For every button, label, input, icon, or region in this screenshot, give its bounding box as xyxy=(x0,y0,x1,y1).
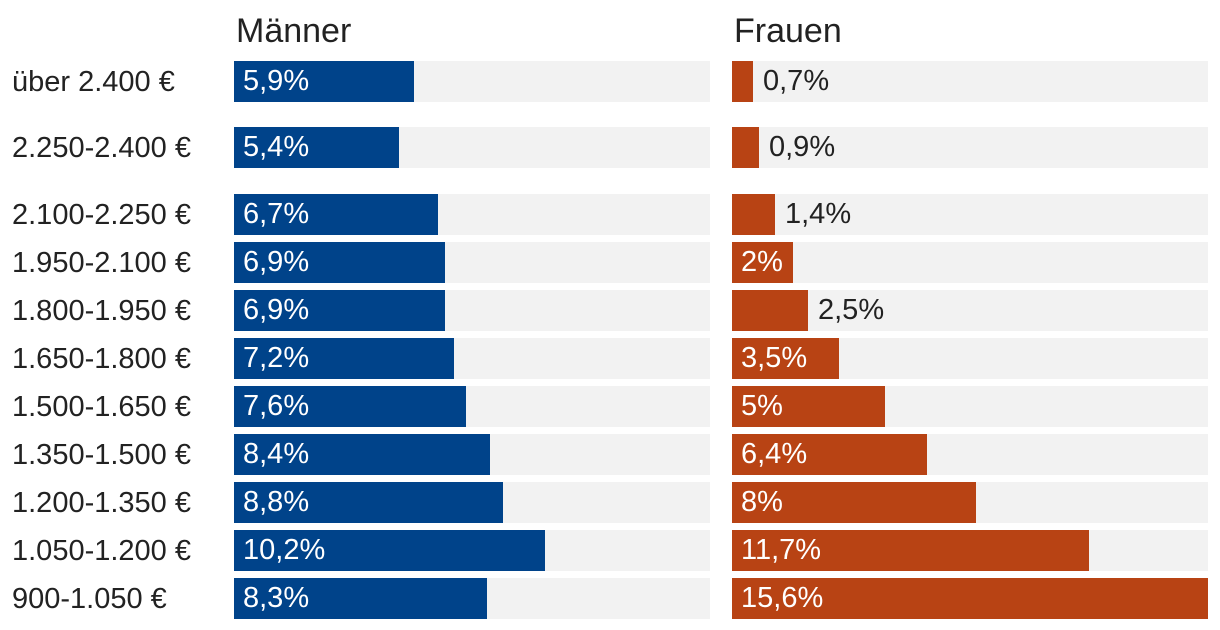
data-label: 8% xyxy=(741,486,783,518)
bar-track: 2% xyxy=(732,242,1208,283)
bar-maenner xyxy=(234,482,503,523)
bar-frauen xyxy=(732,386,885,427)
bar-maenner xyxy=(234,242,445,283)
bar-maenner xyxy=(234,386,466,427)
bar-track: 3,5% xyxy=(732,338,1208,379)
data-label: 6,9% xyxy=(243,246,310,278)
data-label: 3,5% xyxy=(741,342,808,374)
category-label: 900-1.050 € xyxy=(12,582,167,615)
data-label: 15,6% xyxy=(741,582,824,614)
bar-maenner xyxy=(234,434,490,475)
category-label: 2.100-2.250 € xyxy=(12,198,191,231)
category-label: über 2.400 € xyxy=(12,65,175,98)
category-label: 1.050-1.200 € xyxy=(12,534,191,567)
category-label: 1.950-2.100 € xyxy=(12,246,191,279)
bar-track: 0,7% xyxy=(732,61,1208,102)
panel-title-frauen: Frauen xyxy=(734,12,842,50)
data-label: 10,2% xyxy=(243,534,326,566)
bar-track: 8,3% xyxy=(234,578,710,619)
bar-maenner xyxy=(234,194,438,235)
bar-maenner xyxy=(234,127,399,168)
bar-track: 0,9% xyxy=(732,127,1208,168)
category-label: 1.800-1.950 € xyxy=(12,294,191,327)
data-label: 7,2% xyxy=(243,342,310,374)
data-label: 5,9% xyxy=(243,65,310,97)
bar-track: 8,4% xyxy=(234,434,710,475)
bar-maenner xyxy=(234,290,445,331)
bar-frauen xyxy=(732,242,793,283)
bar-track: 10,2% xyxy=(234,530,710,571)
data-label: 0,7% xyxy=(763,65,830,97)
data-label: 1,4% xyxy=(785,198,852,230)
data-label: 2,5% xyxy=(818,294,885,326)
bar-frauen xyxy=(732,61,753,102)
bar-frauen xyxy=(732,127,759,168)
bar-track: 6,9% xyxy=(234,290,710,331)
bar-maenner xyxy=(234,530,545,571)
bar-track: 8% xyxy=(732,482,1208,523)
bar-track: 5,9% xyxy=(234,61,710,102)
data-label: 8,8% xyxy=(243,486,310,518)
bar-maenner xyxy=(234,338,454,379)
bar-track: 6,9% xyxy=(234,242,710,283)
panel-title-maenner: Männer xyxy=(236,12,352,50)
data-label: 8,3% xyxy=(243,582,310,614)
bar-track: 5% xyxy=(732,386,1208,427)
category-label: 1.350-1.500 € xyxy=(12,438,191,471)
data-label: 5% xyxy=(741,390,783,422)
category-label: 1.650-1.800 € xyxy=(12,342,191,375)
bar-track: 6,7% xyxy=(234,194,710,235)
bar-frauen xyxy=(732,338,839,379)
bar-track: 8,8% xyxy=(234,482,710,523)
data-label: 8,4% xyxy=(243,438,310,470)
category-label: 1.200-1.350 € xyxy=(12,486,191,519)
data-label: 6,9% xyxy=(243,294,310,326)
category-label: 2.250-2.400 € xyxy=(12,131,191,164)
bar-track: 1,4% xyxy=(732,194,1208,235)
bar-maenner xyxy=(234,61,414,102)
data-label: 6,7% xyxy=(243,198,310,230)
bar-frauen xyxy=(732,194,775,235)
bar-frauen xyxy=(732,482,976,523)
bar-frauen xyxy=(732,578,1208,619)
bar-track: 5,4% xyxy=(234,127,710,168)
bar-track: 7,6% xyxy=(234,386,710,427)
bar-track: 15,6% xyxy=(732,578,1208,619)
bar-frauen xyxy=(732,290,808,331)
data-label: 2% xyxy=(741,246,783,278)
bar-track: 11,7% xyxy=(732,530,1208,571)
bar-frauen xyxy=(732,530,1089,571)
data-label: 0,9% xyxy=(769,131,836,163)
data-label: 6,4% xyxy=(741,438,808,470)
bar-track: 6,4% xyxy=(732,434,1208,475)
bar-track: 7,2% xyxy=(234,338,710,379)
bar-track: 2,5% xyxy=(732,290,1208,331)
bar-maenner xyxy=(234,578,487,619)
data-label: 11,7% xyxy=(741,534,822,566)
data-label: 7,6% xyxy=(243,390,310,422)
category-label: 1.500-1.650 € xyxy=(12,390,191,423)
bar-frauen xyxy=(732,434,927,475)
data-label: 5,4% xyxy=(243,131,310,163)
